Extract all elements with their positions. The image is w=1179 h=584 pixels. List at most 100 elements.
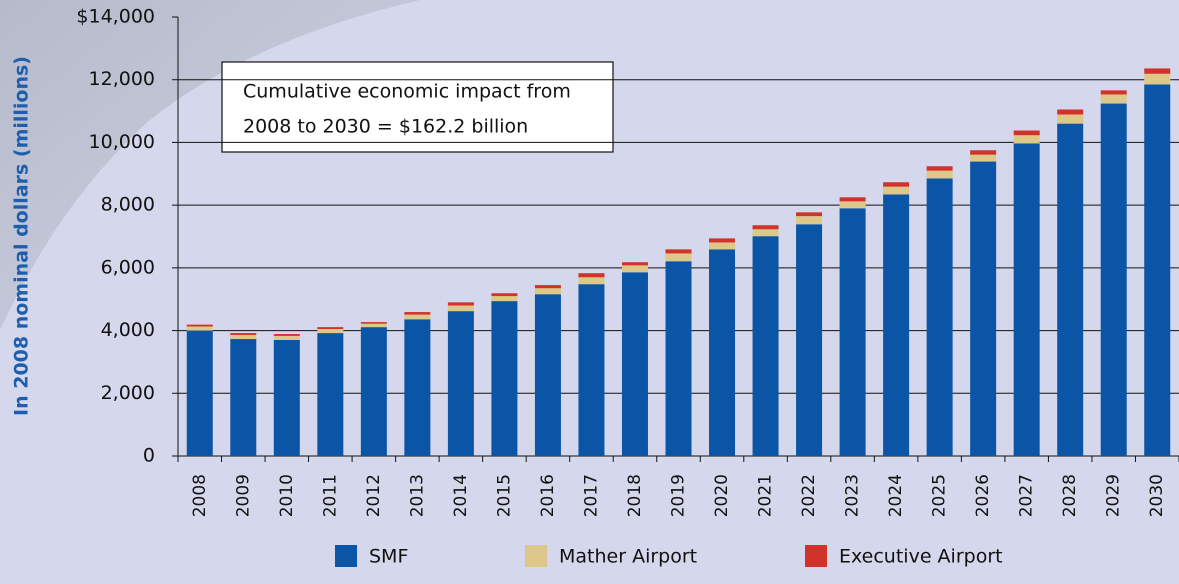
bar-segment — [404, 312, 431, 315]
bar-segment — [491, 296, 518, 302]
bar-segment — [1100, 103, 1127, 456]
y-tick-label: 4,000 — [101, 319, 155, 341]
x-tick-label: 2030 — [1147, 474, 1167, 517]
legend-label: Executive Airport — [839, 546, 1003, 568]
x-tick-label: 2009 — [233, 474, 253, 517]
bar-segment — [665, 261, 692, 456]
x-tick-label: 2013 — [407, 474, 427, 517]
bar-segment — [447, 302, 474, 306]
x-tick-label: 2017 — [581, 474, 601, 517]
legend-swatch — [335, 545, 357, 567]
bar-segment — [1144, 73, 1171, 85]
x-tick-label: 2024 — [886, 474, 906, 517]
bar-segment — [491, 301, 518, 456]
y-tick-label: 12,000 — [89, 68, 155, 90]
x-tick-label: 2026 — [973, 474, 993, 517]
bar-segment — [883, 182, 910, 187]
y-tick-label: 0 — [143, 445, 155, 467]
x-tick-label: 2022 — [799, 474, 819, 517]
bar-segment — [404, 314, 431, 320]
bar-segment — [796, 216, 823, 225]
bar-segment — [186, 330, 213, 456]
bar-segment — [447, 311, 474, 456]
bar-segment — [709, 249, 736, 456]
annotation: Cumulative economic impact from — [243, 81, 571, 103]
bar-segment — [970, 150, 997, 155]
bar-segment — [621, 262, 648, 266]
bar-segment — [230, 334, 257, 340]
bar-segment — [752, 225, 779, 230]
x-tick-label: 2021 — [756, 474, 776, 517]
bar-segment — [970, 154, 997, 162]
y-axis-label: In 2008 nominal dollars (millions) — [11, 56, 33, 416]
x-tick-label: 2023 — [843, 474, 863, 517]
bar-segment — [839, 197, 866, 202]
bar-segment — [752, 229, 779, 237]
x-tick-label: 2020 — [712, 474, 732, 517]
bar-segment — [1057, 109, 1084, 115]
legend-swatch — [525, 545, 547, 567]
bar-segment — [1144, 68, 1171, 74]
bar-segment — [621, 272, 648, 456]
legend-label: Mather Airport — [559, 546, 697, 568]
x-tick-label: 2027 — [1017, 474, 1037, 517]
x-tick-label: 2028 — [1060, 474, 1080, 517]
bar-segment — [665, 249, 692, 254]
bar-segment — [926, 178, 953, 456]
bar-segment — [578, 277, 605, 285]
bar-segment — [534, 294, 561, 456]
bar-segment — [1057, 114, 1084, 124]
legend-swatch — [805, 545, 827, 567]
bar-segment — [709, 238, 736, 243]
bar-segment — [404, 319, 431, 456]
annotation: 2008 to 2030 = $162.2 billion — [243, 116, 528, 138]
bar-segment — [926, 170, 953, 179]
bar-segment — [186, 324, 213, 327]
bar-segment — [360, 322, 387, 324]
bar-segment — [578, 273, 605, 278]
bar-segment — [796, 224, 823, 456]
bar-segment — [883, 186, 910, 195]
bar-segment — [1100, 94, 1127, 104]
bar-segment — [1100, 90, 1127, 95]
bar-segment — [317, 327, 344, 330]
bar-segment — [1013, 130, 1040, 136]
x-tick-label: 2018 — [625, 474, 645, 517]
bar-segment — [317, 333, 344, 456]
bar-segment — [839, 201, 866, 209]
bar-segment — [360, 327, 387, 456]
x-tick-label: 2015 — [494, 474, 514, 517]
bar-segment — [317, 329, 344, 334]
x-tick-label: 2019 — [669, 474, 689, 517]
x-tick-label: 2008 — [190, 474, 210, 517]
bar-segment — [1144, 84, 1171, 457]
y-tick-label: 10,000 — [89, 131, 155, 153]
bar-segment — [883, 194, 910, 456]
bar-segment — [534, 285, 561, 289]
x-tick-label: 2012 — [364, 474, 384, 517]
x-tick-label: 2025 — [930, 474, 950, 517]
x-tick-label: 2010 — [277, 474, 297, 517]
bar-segment — [709, 242, 736, 250]
bar-segment — [926, 166, 953, 171]
bar-segment — [839, 208, 866, 456]
bar-segment — [621, 265, 648, 273]
bar-segment — [273, 335, 300, 340]
bar-segment — [578, 284, 605, 456]
photo-backdrop — [0, 0, 420, 330]
bar-segment — [534, 288, 561, 295]
bar-segment — [752, 236, 779, 456]
annotation-box — [221, 61, 614, 153]
bar-segment — [360, 323, 387, 328]
x-tick-label: 2011 — [320, 474, 340, 517]
bar-segment — [970, 161, 997, 456]
bar-segment — [1013, 135, 1040, 144]
y-tick-label: 8,000 — [101, 194, 155, 216]
bar-segment — [186, 326, 213, 331]
x-tick-label: 2029 — [1104, 474, 1124, 517]
bar-segment — [447, 305, 474, 312]
x-tick-label: 2016 — [538, 474, 558, 517]
x-tick-label: 2014 — [451, 474, 471, 517]
bar-segment — [1013, 143, 1040, 456]
